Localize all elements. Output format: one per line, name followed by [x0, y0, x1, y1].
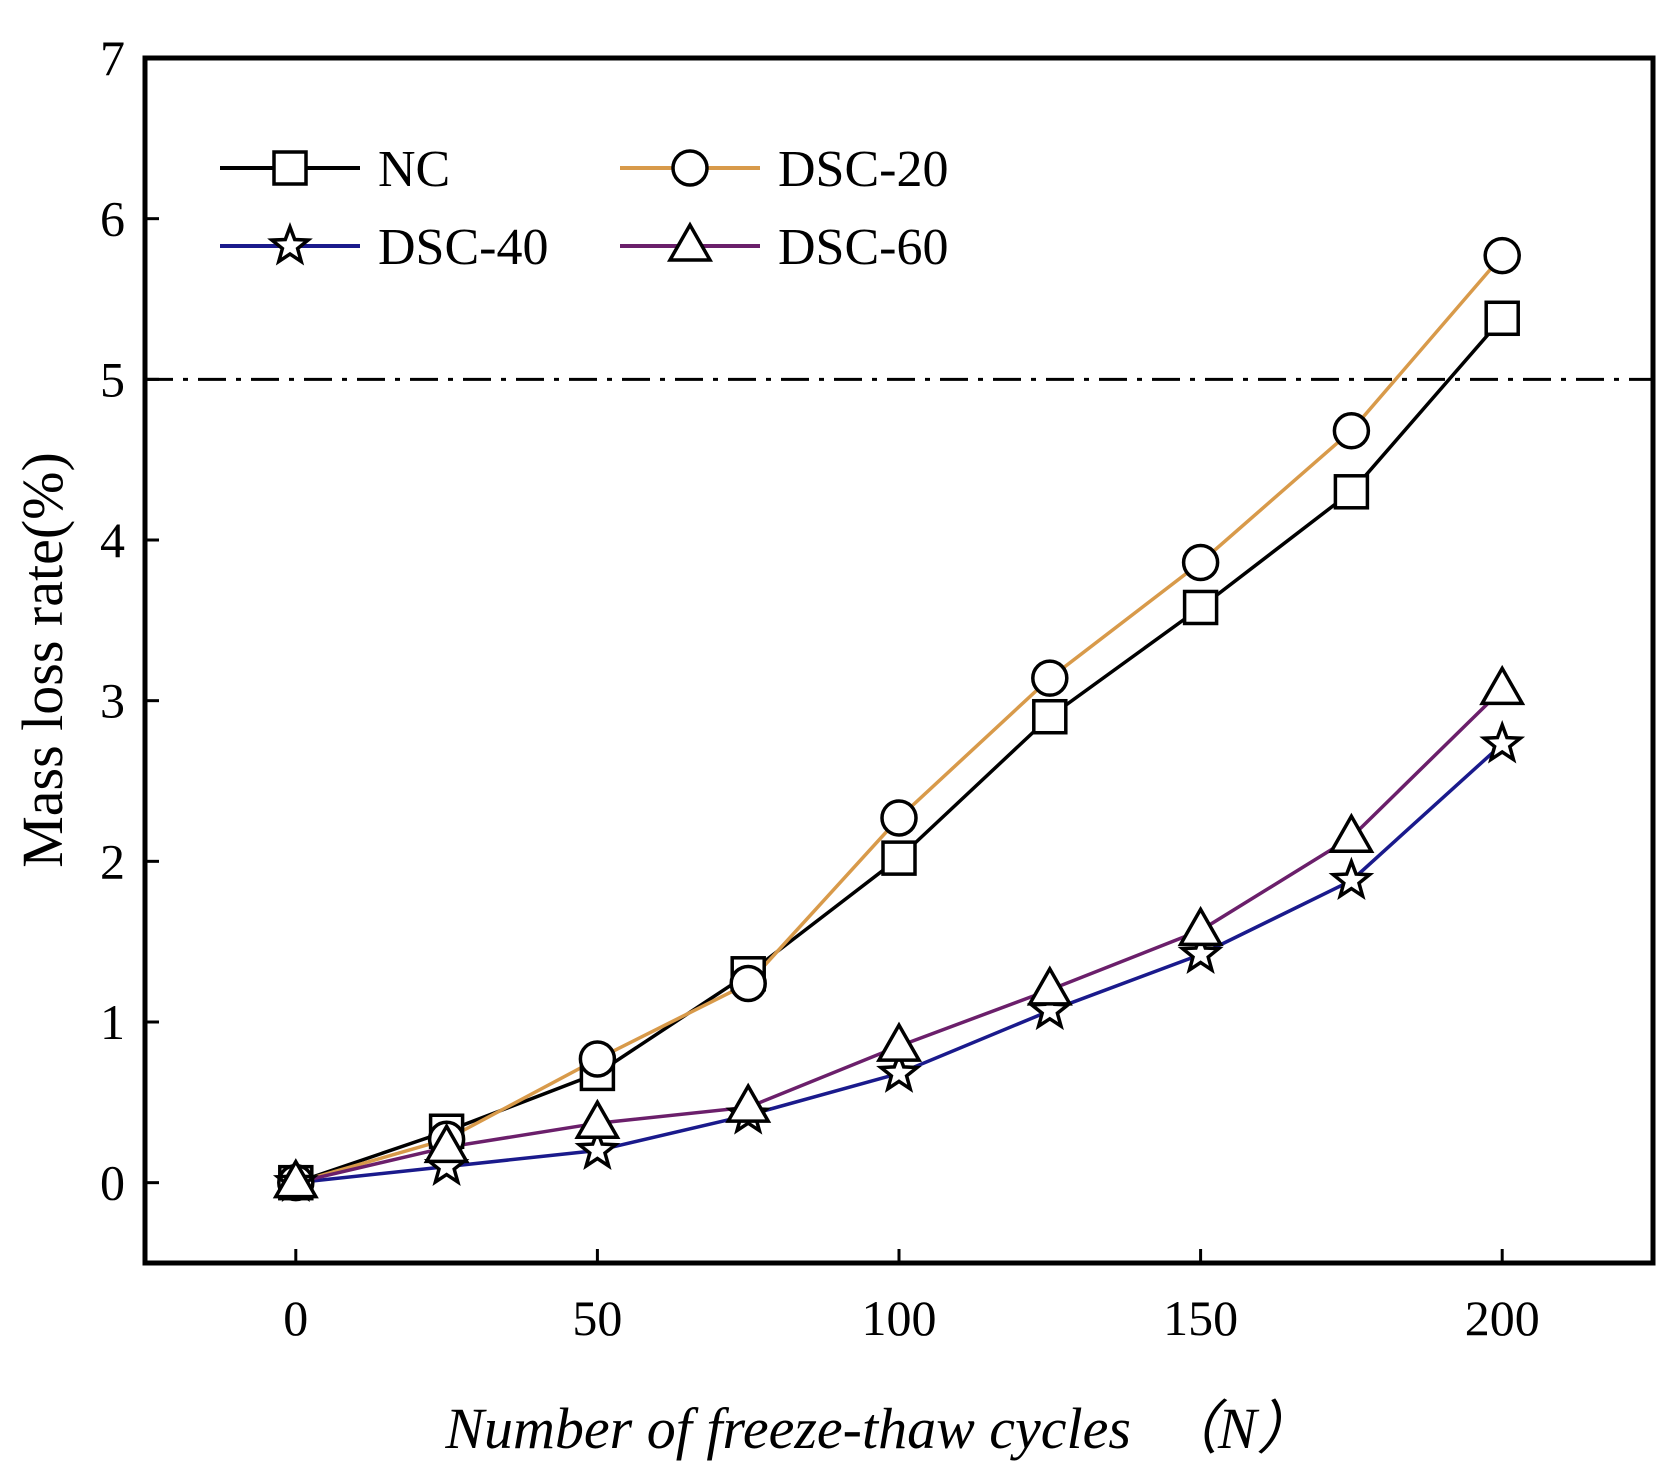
- data-point-dsc-60: [272, 1158, 319, 1199]
- data-point-dsc-20: [729, 964, 767, 1003]
- data-point-dsc-60: [1479, 664, 1526, 706]
- legend-label-dsc-60: DSC-60: [778, 219, 948, 276]
- data-point-dsc-60: [875, 1021, 923, 1062]
- data-point-nc: [1032, 698, 1068, 735]
- data-point-dsc-60: [1026, 965, 1073, 1006]
- data-point-dsc-60: [1177, 905, 1224, 947]
- data-point-dsc-20: [1332, 411, 1371, 450]
- legend-marker-nc: [272, 150, 308, 186]
- series-line-dsc-60: [295, 688, 1504, 1185]
- data-point-nc: [881, 840, 917, 876]
- y-tick-label: 4: [100, 512, 125, 568]
- data-point-dsc-40: [876, 1049, 922, 1093]
- y-tick-label: 2: [100, 833, 125, 889]
- data-point-dsc-60: [574, 1098, 621, 1139]
- y-tick-label: 6: [100, 191, 125, 247]
- data-point-dsc-20: [1483, 236, 1521, 275]
- data-point-nc: [1333, 474, 1370, 510]
- data-point-dsc-60: [1328, 812, 1375, 853]
- y-tick-label: 5: [100, 351, 125, 407]
- legend-label-nc: NC: [378, 141, 450, 198]
- data-point-nc: [1484, 300, 1520, 337]
- y-tick-label: 3: [100, 673, 125, 729]
- y-tick-label: 1: [100, 994, 125, 1050]
- data-point-dsc-60: [423, 1122, 470, 1164]
- x-tick-label: 200: [1465, 1290, 1540, 1346]
- x-tick-label: 0: [283, 1290, 308, 1346]
- data-point-dsc-40: [574, 1126, 621, 1170]
- data-point-dsc-20: [1031, 659, 1069, 697]
- y-tick-label: 7: [100, 30, 125, 86]
- legend-marker-dsc-20: [671, 149, 709, 187]
- legend-label-dsc-20: DSC-20: [778, 141, 948, 198]
- data-point-nc: [1182, 589, 1219, 626]
- y-axis-title: Mass loss rate(%): [10, 452, 75, 868]
- data-point-dsc-20: [1181, 543, 1220, 582]
- data-point-dsc-60: [725, 1082, 772, 1123]
- data-point-dsc-40: [1479, 719, 1526, 764]
- y-tick-label: 0: [100, 1155, 125, 1211]
- legend-marker-dsc-40: [267, 222, 313, 266]
- data-point-dsc-40: [1328, 856, 1375, 901]
- x-tick-label: 100: [862, 1290, 937, 1346]
- x-tick-label: 150: [1163, 1290, 1238, 1346]
- data-point-dsc-40: [1177, 930, 1224, 974]
- x-axis-title: Number of freeze-thaw cycles （N）: [444, 1396, 1314, 1461]
- legend-marker-dsc-60: [666, 221, 714, 262]
- legend-label-dsc-40: DSC-40: [378, 219, 548, 276]
- data-point-dsc-20: [578, 1040, 617, 1078]
- data-point-dsc-20: [880, 799, 918, 837]
- x-tick-label: 50: [572, 1290, 622, 1346]
